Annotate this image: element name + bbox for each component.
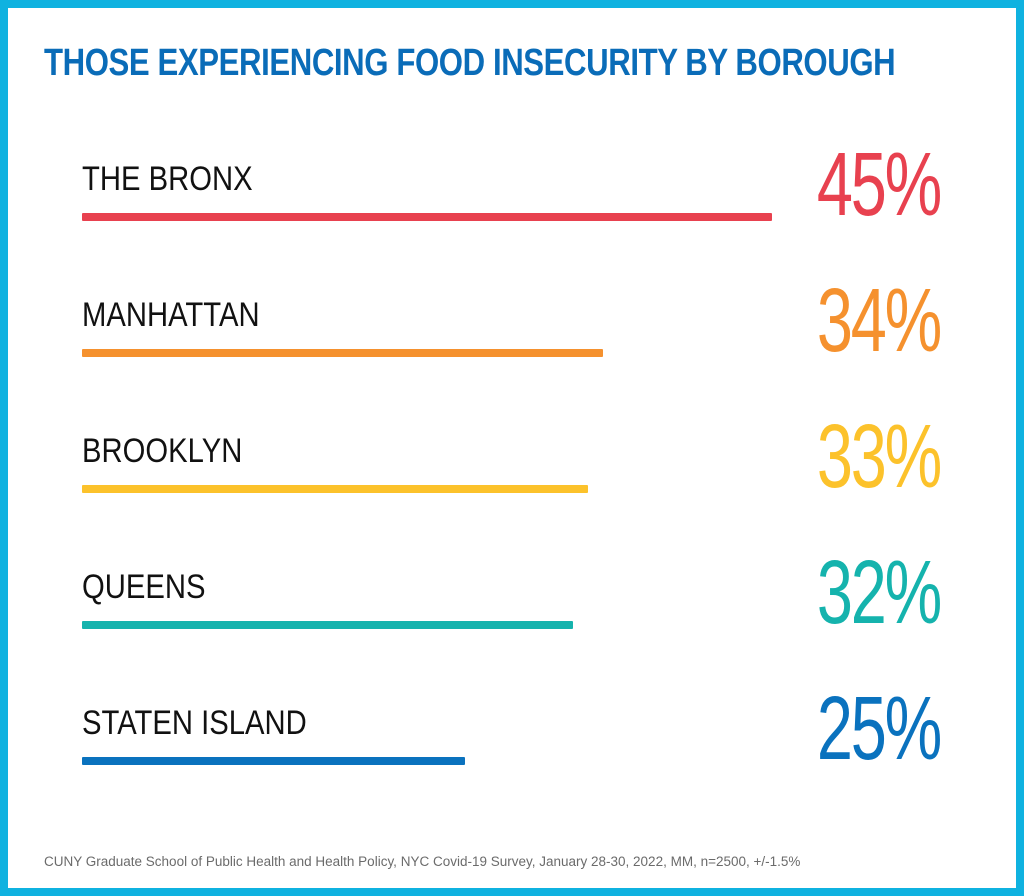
chart-title: THOSE EXPERIENCING FOOD INSECURITY BY BO…	[44, 42, 896, 84]
category-label: QUEENS	[82, 568, 206, 606]
value-label: 25%	[816, 679, 942, 779]
bar	[82, 213, 772, 221]
value-label: 33%	[816, 407, 942, 507]
category-label: BROOKLYN	[82, 432, 243, 470]
category-label: THE BRONX	[82, 160, 253, 198]
category-label: MANHATTAN	[82, 296, 260, 334]
bar-row: STATEN ISLAND 25%	[0, 684, 1024, 804]
bar	[82, 485, 588, 493]
category-label: STATEN ISLAND	[82, 704, 307, 742]
bar	[82, 621, 573, 629]
value-label: 34%	[816, 271, 942, 371]
source-note: CUNY Graduate School of Public Health an…	[44, 854, 801, 869]
bar-row: BROOKLYN 33%	[0, 412, 1024, 532]
value-label: 45%	[816, 135, 942, 235]
bar	[82, 757, 465, 765]
value-label: 32%	[816, 543, 942, 643]
bar-row: MANHATTAN 34%	[0, 276, 1024, 396]
bar-row: QUEENS 32%	[0, 548, 1024, 668]
bar-row: THE BRONX 45%	[0, 140, 1024, 260]
bar	[82, 349, 603, 357]
